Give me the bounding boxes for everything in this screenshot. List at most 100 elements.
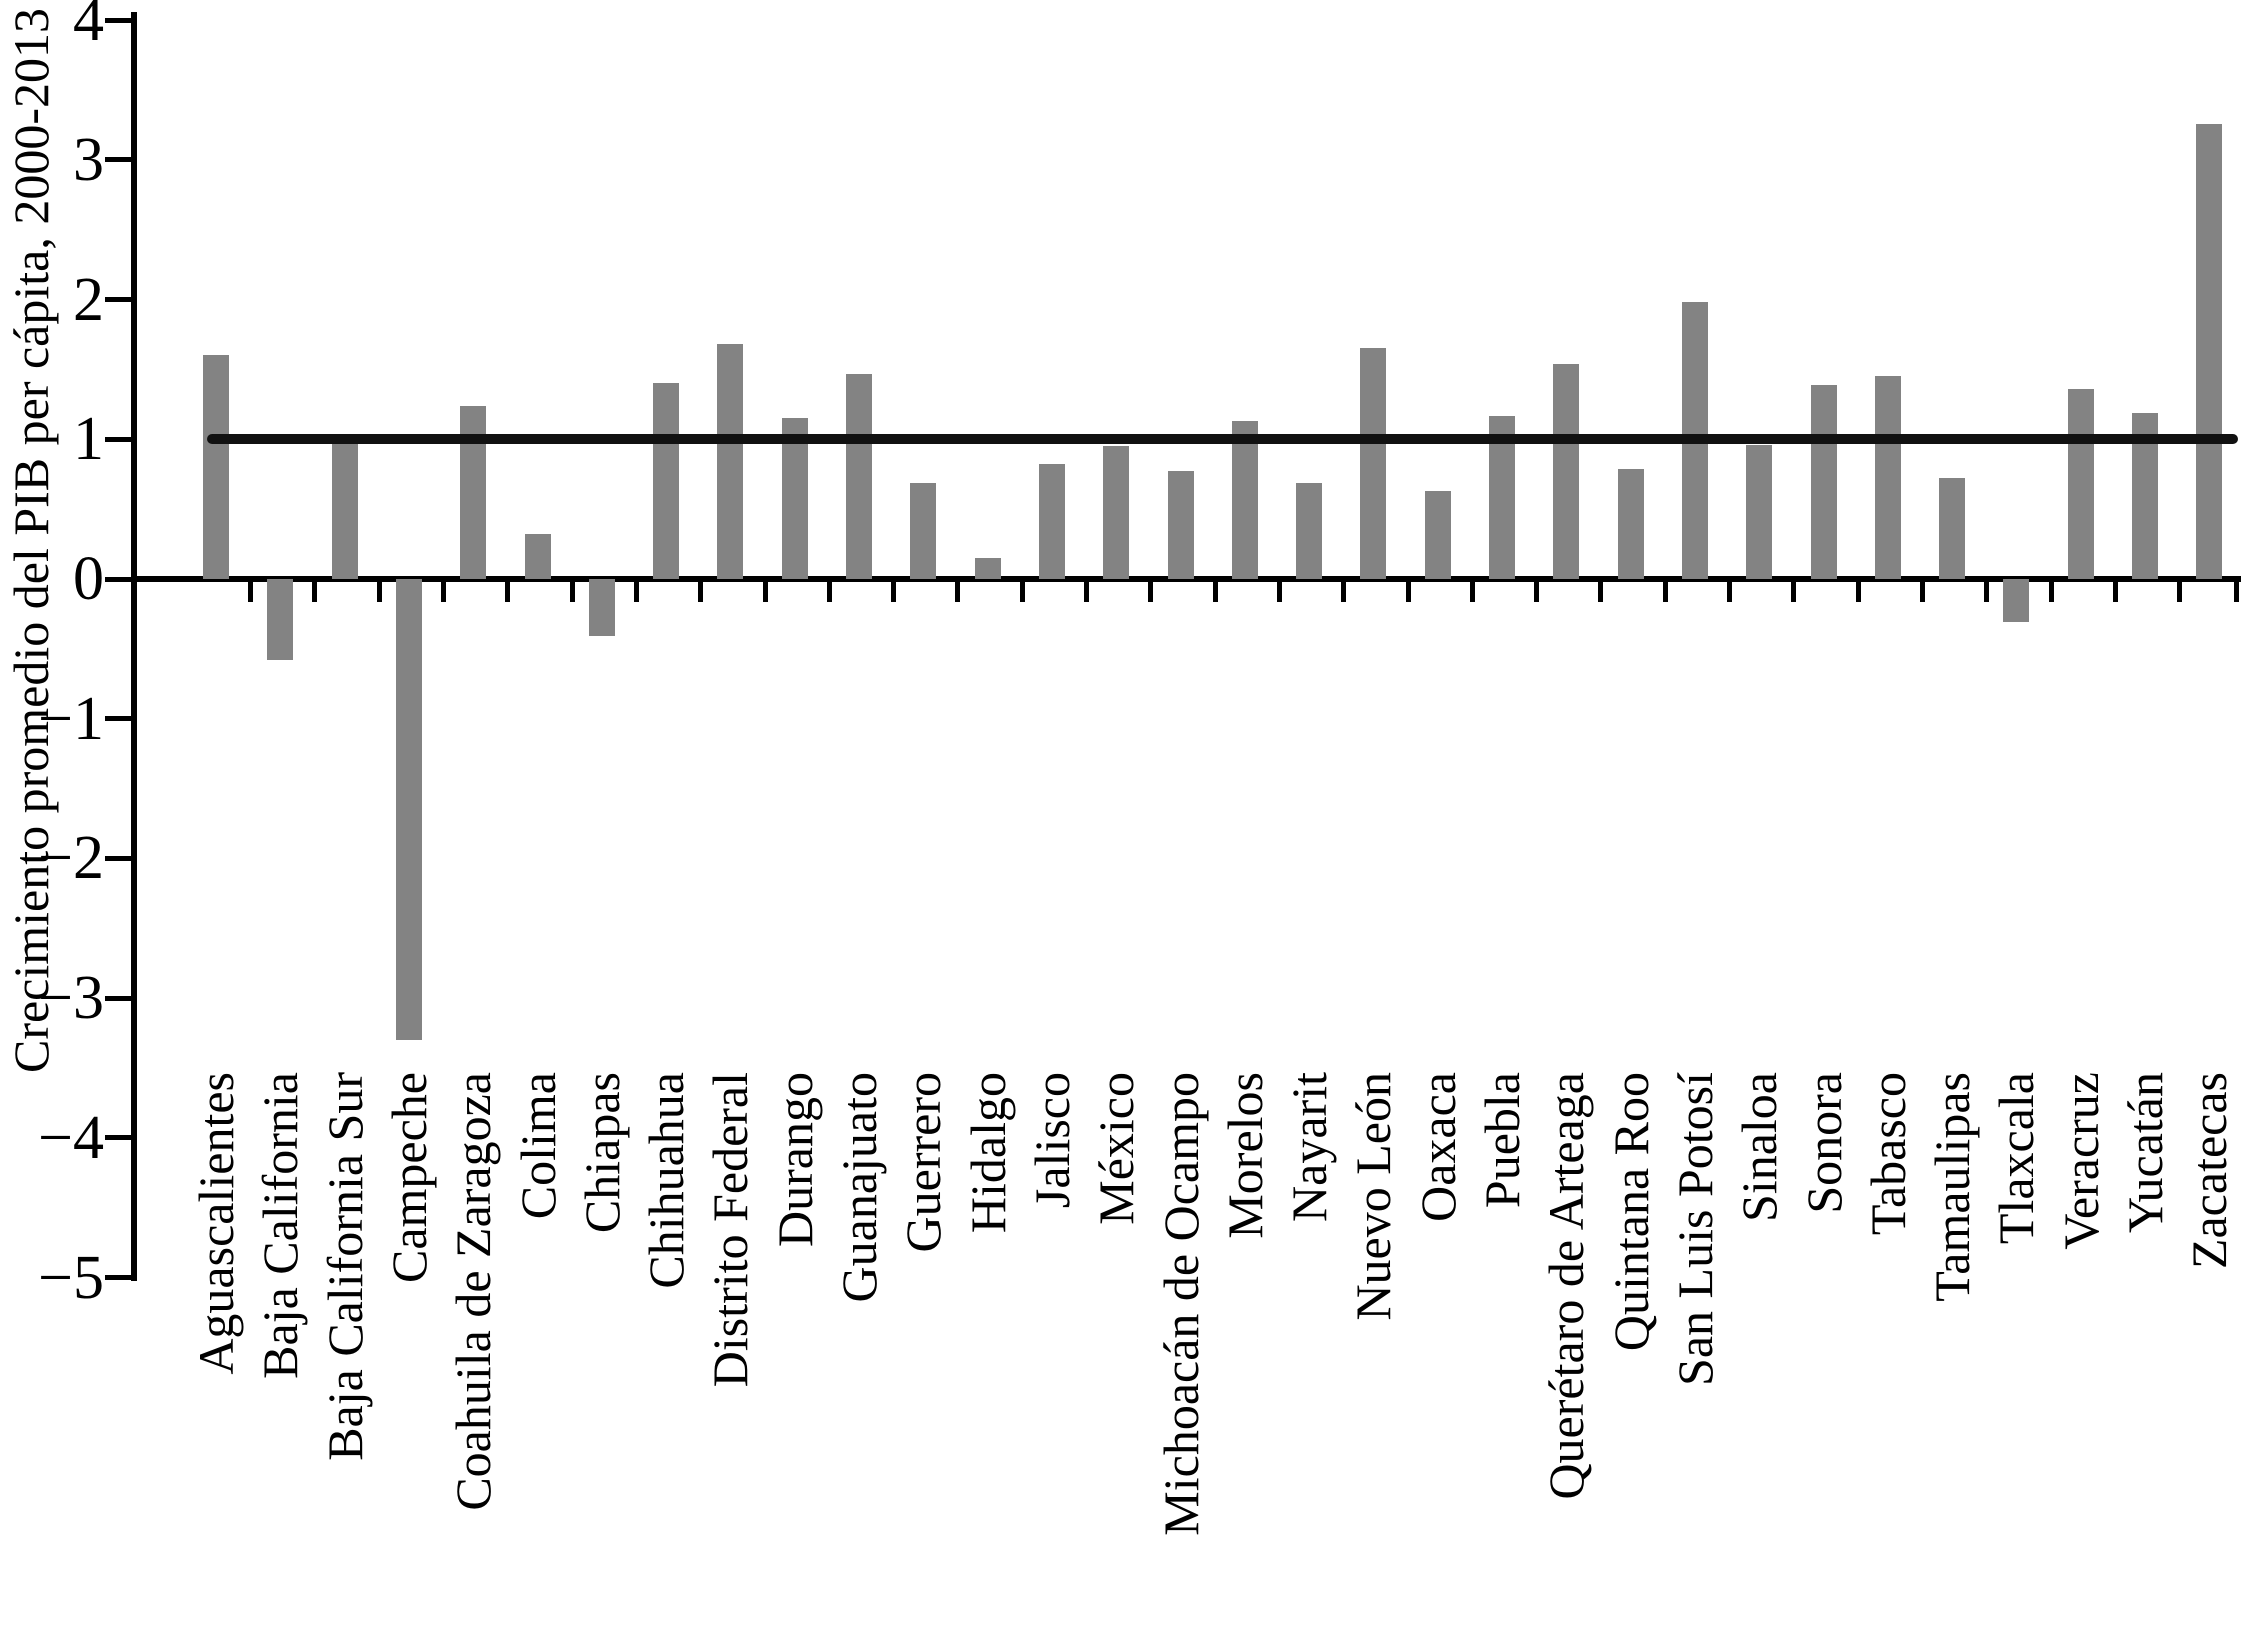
x-category-label: Querétaro de Arteaga xyxy=(1538,1072,1595,1500)
x-category-label: Quintana Roo xyxy=(1602,1072,1659,1352)
x-tick-mark xyxy=(248,582,254,602)
x-tick-mark xyxy=(312,582,318,602)
y-tick-mark xyxy=(105,297,131,303)
x-tick-mark xyxy=(1469,582,1475,602)
y-tick-mark xyxy=(105,716,131,722)
x-tick-mark xyxy=(1662,582,1668,602)
y-tick-label: −2 xyxy=(38,824,104,893)
y-tick-label: −3 xyxy=(38,964,104,1033)
bar xyxy=(331,442,358,579)
bar xyxy=(1424,490,1451,579)
bar xyxy=(460,405,487,579)
x-tick-mark xyxy=(762,582,768,602)
y-tick-label: 1 xyxy=(73,405,104,474)
x-category-label: Sonora xyxy=(1795,1072,1852,1214)
y-tick-mark xyxy=(105,17,131,23)
bar xyxy=(395,579,422,1040)
x-category-label: Puebla xyxy=(1474,1072,1530,1209)
x-category-label: Durango xyxy=(766,1072,823,1247)
y-tick-label: 2 xyxy=(73,265,104,334)
bar xyxy=(1553,363,1580,579)
reference-line xyxy=(207,434,2238,445)
x-category-label: Sinaloa xyxy=(1731,1072,1788,1222)
x-tick-mark xyxy=(569,582,575,602)
x-category-label: Veracruz xyxy=(2052,1072,2109,1250)
x-tick-mark xyxy=(2048,582,2054,602)
x-category-label: Chihuahua xyxy=(638,1072,695,1289)
x-category-label: Yucatán xyxy=(2117,1072,2173,1234)
x-category-label: México xyxy=(1088,1072,1145,1225)
x-tick-mark xyxy=(1212,582,1218,602)
x-tick-mark xyxy=(633,582,639,602)
bar xyxy=(1231,421,1258,579)
x-tick-mark xyxy=(441,582,447,602)
x-category-label: Nuevo León xyxy=(1345,1072,1402,1321)
bar xyxy=(524,534,551,579)
x-category-label: Zacatecas xyxy=(2181,1072,2238,1270)
x-tick-mark xyxy=(1598,582,1604,602)
y-tick-label: 4 xyxy=(73,0,104,55)
x-tick-mark xyxy=(1341,582,1347,602)
bar xyxy=(1746,444,1773,579)
x-axis-line xyxy=(131,576,2241,582)
x-tick-mark xyxy=(1855,582,1861,602)
y-tick-label: −4 xyxy=(38,1103,104,1172)
bar xyxy=(2196,123,2223,579)
y-tick-mark xyxy=(105,1135,131,1141)
bar xyxy=(781,418,808,579)
bar xyxy=(910,482,937,579)
x-tick-mark xyxy=(891,582,897,602)
x-category-label: Nayarit xyxy=(1281,1072,1338,1222)
bar xyxy=(1038,464,1065,579)
bar xyxy=(846,373,872,579)
x-tick-mark xyxy=(955,582,961,602)
x-tick-mark xyxy=(1791,582,1797,602)
y-tick-mark xyxy=(105,157,131,163)
bar xyxy=(588,579,615,637)
x-category-label: Tabasco xyxy=(1859,1072,1916,1236)
y-tick-mark xyxy=(105,855,131,861)
x-tick-mark xyxy=(1148,582,1154,602)
x-category-label: Tamaulipas xyxy=(1924,1072,1981,1302)
bar xyxy=(653,383,680,579)
bar xyxy=(1617,468,1644,579)
x-category-label: Morelos xyxy=(1216,1072,1273,1239)
y-tick-label: −5 xyxy=(38,1243,104,1312)
x-category-label: Campeche xyxy=(380,1072,437,1284)
y-tick-label: 3 xyxy=(73,125,104,194)
x-category-label: Michoacán de Ocampo xyxy=(1152,1072,1209,1536)
x-tick-mark xyxy=(826,582,832,602)
x-tick-mark xyxy=(2112,582,2118,602)
x-tick-mark xyxy=(1534,582,1540,602)
x-tick-mark xyxy=(1019,582,1025,602)
x-category-label: Distrito Federal xyxy=(702,1072,759,1388)
bar xyxy=(717,344,744,579)
y-tick-mark xyxy=(105,576,131,582)
y-tick-mark xyxy=(105,436,131,442)
bar xyxy=(1360,348,1387,579)
x-category-label: Aguascalientes xyxy=(188,1072,244,1375)
y-axis-line xyxy=(131,12,137,1281)
bar xyxy=(1103,446,1130,579)
bar xyxy=(1810,384,1837,579)
x-category-label: Guerrero xyxy=(895,1072,952,1253)
y-tick-mark xyxy=(105,995,131,1001)
x-category-label: Hidalgo xyxy=(959,1072,1016,1234)
x-tick-mark xyxy=(505,582,511,602)
bar xyxy=(1874,376,1901,579)
y-tick-label: 0 xyxy=(73,545,104,613)
x-tick-mark xyxy=(698,582,704,602)
bar xyxy=(1939,478,1966,579)
bar xyxy=(267,579,294,661)
x-category-label: San Luis Potosí xyxy=(1666,1072,1723,1386)
x-tick-mark xyxy=(1919,582,1925,602)
x-category-label: Coahuila de Zaragoza xyxy=(445,1072,502,1511)
x-tick-mark xyxy=(1984,582,1990,602)
x-tick-mark xyxy=(2234,582,2239,602)
x-tick-mark xyxy=(1727,582,1733,602)
y-tick-label: −1 xyxy=(38,684,104,753)
x-category-label: Jalisco xyxy=(1023,1072,1080,1209)
x-tick-mark xyxy=(376,582,382,602)
bar xyxy=(974,558,1001,579)
